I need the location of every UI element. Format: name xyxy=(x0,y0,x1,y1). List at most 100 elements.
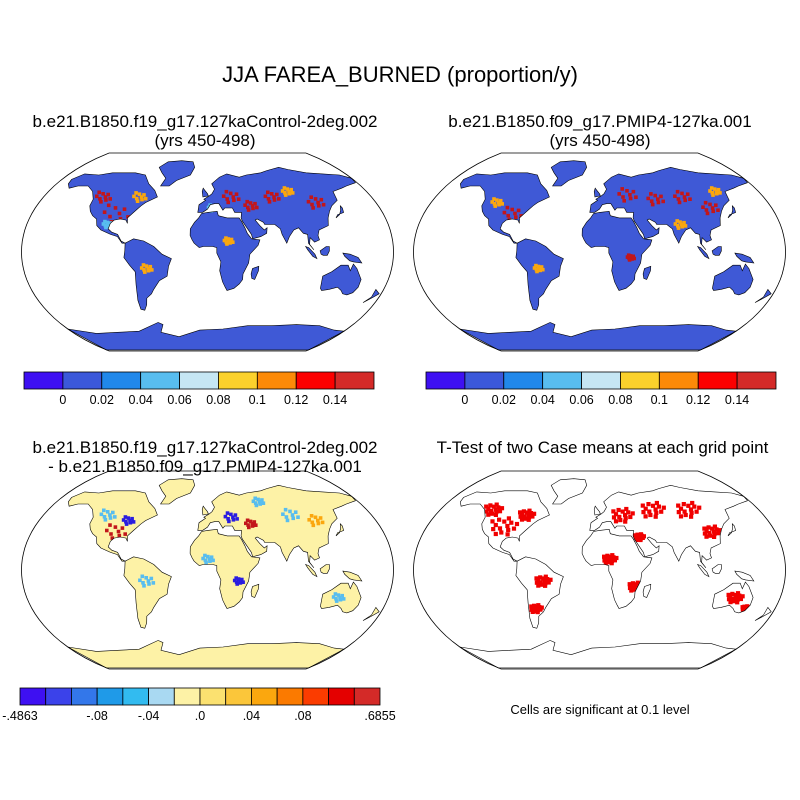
continent-south-america xyxy=(515,238,564,311)
colorbar-control-label-0: 0 xyxy=(59,393,66,407)
hotspot-cell-ttest-13-13 xyxy=(747,605,752,610)
hotspot-cell-difference-10-8 xyxy=(211,558,215,563)
hotspot-cell-control-9-5 xyxy=(213,204,218,209)
hotspot-cell-difference-11-5 xyxy=(260,498,264,502)
continent-antarctica xyxy=(459,322,737,350)
hotspot-cell-difference-8-4 xyxy=(232,578,237,583)
hotspot-cell-ttest-1-14 xyxy=(486,512,491,517)
hotspot-cell-ttest-1-4 xyxy=(486,506,491,511)
hotspot-cell-ttest-6-14 xyxy=(643,514,648,519)
coastlines-ttest xyxy=(459,478,772,669)
hotspot-cell-control-1-6 xyxy=(99,200,103,204)
hotspot-cell-difference-3-8 xyxy=(151,581,156,585)
continent-sumatra xyxy=(697,246,709,259)
hotspot-cell-difference-7-5 xyxy=(318,516,323,520)
colorbar-difference-label-1: -.08 xyxy=(86,709,108,723)
hotspot-cell-control-1-7 xyxy=(97,190,101,195)
hotspot-cell-control-2-6 xyxy=(135,199,140,203)
hotspot-cell-ttest-3-0 xyxy=(542,578,548,584)
continent-new-zealand xyxy=(363,289,380,303)
coastline-australia xyxy=(320,263,362,296)
hotspot-cell-ttest-4-11 xyxy=(535,610,540,615)
coastline-sumatra xyxy=(696,563,710,578)
hotspot-cell-difference-2-8 xyxy=(131,520,136,524)
hotspot-cell-ttest-3-8 xyxy=(546,580,551,585)
continent-greenland xyxy=(159,478,195,504)
hotspot-cell-difference-8-1 xyxy=(234,580,239,584)
hotspot-cell-control-8-4 xyxy=(306,199,311,204)
hotspot-cell-control-4-4 xyxy=(221,194,226,198)
hotspot-cell-difference-2-0 xyxy=(128,518,132,523)
coastline-uk xyxy=(201,187,209,198)
continent-japan xyxy=(728,523,736,536)
continent-japan xyxy=(336,523,344,536)
hotspot-cell-control-0-0 xyxy=(117,211,122,216)
hotspot-cell-ttest-3-3 xyxy=(543,581,548,586)
hotspot-cell-ttest-0-5 xyxy=(509,520,514,525)
continent-borneo xyxy=(712,564,722,574)
hotspot-cell-ttest-0-7 xyxy=(497,517,502,522)
hotspot-cell-ttest-8-14 xyxy=(704,534,709,539)
continent-new-zealand xyxy=(755,289,772,303)
hotspot-cell-pmip4-4-3 xyxy=(683,198,687,203)
coastline-new-guinea xyxy=(734,570,755,582)
hotspot-cell-control-2-7 xyxy=(134,191,138,195)
hotspot-cell-control-6-7 xyxy=(266,190,270,195)
hotspot-cell-ttest-1-10 xyxy=(494,502,499,507)
hotspot-cell-pmip4-9-8 xyxy=(683,224,688,228)
hotspot-cell-pmip4-8-7 xyxy=(626,253,631,257)
hotspot-cell-control-8-5 xyxy=(319,197,324,202)
hotspot-cell-ttest-11-9 xyxy=(726,597,732,602)
coastline-north-america xyxy=(459,172,550,244)
hotspot-cell-control-11-4 xyxy=(101,222,106,226)
colorbar-difference-box-3 xyxy=(96,687,124,706)
hotspot-cell-pmip4-1-1 xyxy=(492,202,497,206)
hotspot-cell-ttest-6-10 xyxy=(654,500,659,506)
continent-greenland xyxy=(551,160,587,186)
hotspot-cell-pmip4-2-3 xyxy=(628,196,633,201)
continent-japan xyxy=(336,205,344,218)
hotspot-cell-difference-10-5 xyxy=(209,555,214,559)
continent-new-zealand xyxy=(755,607,772,621)
hotspot-cell-control-3-8 xyxy=(150,268,154,272)
hotspots-ttest xyxy=(484,500,752,615)
hotspot-cell-ttest-12-7 xyxy=(635,532,640,537)
colorbar-control-label-5: 0.1 xyxy=(249,393,266,407)
hotspot-cell-ttest-7-13 xyxy=(697,505,702,510)
hotspot-cell-pmip4-9-3 xyxy=(680,224,685,229)
coastline-eurasia xyxy=(589,166,749,250)
hotspot-cell-pmip4-3-6 xyxy=(650,202,655,207)
hotspot-cell-ttest-2-0 xyxy=(526,512,531,518)
hotspot-cell-ttest-0-3 xyxy=(506,527,511,533)
coastline-north-america xyxy=(459,490,550,562)
hotspot-cell-pmip4-6-2 xyxy=(712,187,717,191)
hotspot-cell-ttest-11-0 xyxy=(735,595,740,600)
hotspot-cell-control-9-0 xyxy=(212,206,216,210)
hotspot-cell-pmip4-5-6 xyxy=(705,211,710,216)
land-difference xyxy=(67,478,380,668)
hotspot-cell-control-10-8 xyxy=(231,240,235,244)
hotspot-cell-ttest-1-2 xyxy=(491,504,496,509)
hotspot-cell-difference-0-7 xyxy=(108,523,112,527)
hotspot-cell-ttest-12-10 xyxy=(638,532,644,537)
hotspot-cell-difference-3-3 xyxy=(147,582,151,586)
hotspot-cell-pmip4-8-2 xyxy=(628,254,633,258)
hotspot-cell-pmip4-1-3 xyxy=(497,202,501,207)
hotspot-cell-ttest-5-4 xyxy=(613,512,619,517)
land-pmip4 xyxy=(459,160,772,350)
hotspot-cell-ttest-5-10 xyxy=(624,506,629,512)
hotspot-cell-pmip4-3-7 xyxy=(649,192,653,196)
coastline-borneo xyxy=(711,246,722,256)
hotspot-cell-control-9-1 xyxy=(208,207,213,211)
hotspot-cell-pmip4-2-5 xyxy=(631,189,636,194)
hotspot-cell-pmip4-7-2 xyxy=(536,264,541,269)
colorbar-pmip4-box-1 xyxy=(464,371,505,390)
coastline-japan xyxy=(335,522,344,537)
continent-sumatra xyxy=(305,564,317,577)
hotspot-cell-pmip4-6-7 xyxy=(709,186,714,190)
hotspot-cell-ttest-6-13 xyxy=(661,505,666,510)
hotspot-cell-ttest-5-11 xyxy=(623,519,628,524)
hotspot-cell-pmip4-8-5 xyxy=(631,254,635,259)
hotspot-cell-ttest-2-13 xyxy=(532,511,537,516)
hotspot-cell-difference-4-4 xyxy=(223,514,228,519)
